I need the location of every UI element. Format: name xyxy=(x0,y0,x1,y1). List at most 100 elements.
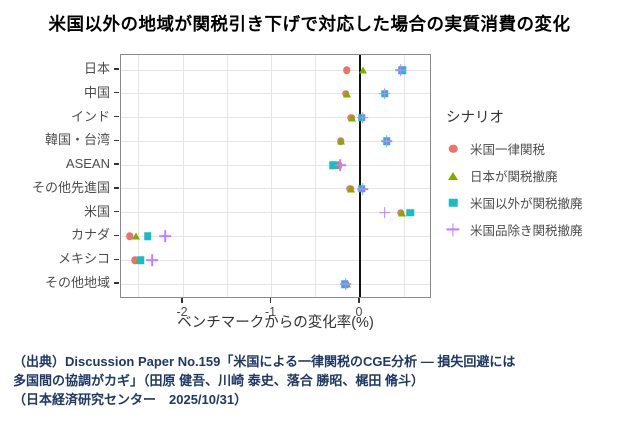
data-point-plus-icon xyxy=(356,183,369,195)
y-axis-label: カナダ xyxy=(70,227,110,243)
gridline-horizontal xyxy=(121,93,430,95)
data-point-triangle-icon xyxy=(347,185,356,193)
y-axis-tick xyxy=(114,139,119,142)
plus-v xyxy=(361,183,364,195)
chart-title: 米国以外の地域が関税引き下げで対応した場合の実質消費の変化 xyxy=(48,14,571,34)
gridline-horizontal xyxy=(121,188,430,190)
legend-item-label: 米国品除き関税撤廃 xyxy=(470,224,583,238)
y-axis-tick xyxy=(114,282,119,284)
data-point-triangle-icon xyxy=(132,232,141,240)
x-tick-label: 0 xyxy=(355,305,363,319)
legend-item-label: 日本が関税撤廃 xyxy=(470,170,558,184)
y-axis-label: 日本 xyxy=(83,61,110,76)
gridline-horizontal xyxy=(121,283,430,285)
data-point-triangle-icon xyxy=(337,137,346,145)
y-axis-tick xyxy=(114,92,119,94)
data-point-triangle-icon xyxy=(342,90,351,98)
legend-item: 日本が関税撤廃 xyxy=(444,167,583,184)
gridline-vertical xyxy=(315,55,317,297)
y-axis-tick xyxy=(114,115,119,118)
y-axis-label: その他地域 xyxy=(44,275,110,291)
gridline-vertical xyxy=(271,55,272,297)
x-axis-tick xyxy=(269,298,272,303)
data-point-square-icon xyxy=(329,161,338,169)
y-axis-label: その他先進国 xyxy=(31,179,110,195)
plus-v xyxy=(383,206,386,219)
legend-items: 米国一律関税 日本が関税撤廃米国以外が関税撤廃 米国品除き関税撤廃 xyxy=(444,140,583,238)
data-point-square-icon xyxy=(143,232,152,241)
gridline-horizontal xyxy=(121,140,430,142)
y-axis-label: インド xyxy=(70,108,110,124)
data-point-triangle-icon xyxy=(348,114,357,122)
y-axis-label: 中国 xyxy=(83,84,110,100)
gridline-horizontal xyxy=(121,259,430,261)
x-tick-label: -2 xyxy=(176,305,188,319)
legend-item-label: 米国一律関税 xyxy=(470,143,546,157)
y-axis-tick xyxy=(114,163,119,165)
legend-item: 米国一律関税 xyxy=(444,140,583,157)
y-axis-tick xyxy=(114,187,119,189)
legend-key-triangle-icon xyxy=(444,169,462,183)
x-axis-title: ベンチマークからの変化率(%) xyxy=(177,315,374,331)
plus-v xyxy=(164,230,167,243)
y-axis-label: メキシコ xyxy=(57,251,110,267)
caption-line-3: （日本経済研究センター 2025/10/31） xyxy=(13,392,248,407)
data-point-plus-icon xyxy=(378,206,391,219)
legend-item-label: 米国以外が関税撤廃 xyxy=(470,197,583,211)
legend-marker-triangle-icon xyxy=(448,171,458,180)
gridline-horizontal xyxy=(121,235,430,237)
y-axis-tick xyxy=(114,210,119,213)
y-axis-label: ASEAN xyxy=(65,156,110,172)
y-axis-label: 韓国・台湾 xyxy=(44,132,110,148)
legend-key-plus-icon xyxy=(444,222,462,237)
data-point-plus-icon xyxy=(380,135,393,148)
legend-key-circle-icon xyxy=(444,142,462,156)
data-point-plus-icon xyxy=(146,254,158,267)
gridline-horizontal xyxy=(121,117,430,119)
gridline-vertical xyxy=(403,55,405,297)
source-caption: （出典）Discussion Paper No.159「米国による一律関税のCG… xyxy=(13,352,609,409)
data-point-circle-icon xyxy=(126,232,134,241)
x-tick-label: -1 xyxy=(264,305,277,319)
gridline-horizontal xyxy=(121,69,430,71)
data-point-triangle-icon xyxy=(358,66,367,74)
caption-line-2: 多国間の協調がカギ」（田原 健吾、川崎 泰史、落合 勝昭、梶田 脩斗） xyxy=(13,373,424,388)
y-axis-tick xyxy=(114,234,119,237)
y-axis-tick xyxy=(114,68,119,70)
caption-line-1: （出典）Discussion Paper No.159「米国による一律関税のCG… xyxy=(13,354,516,369)
x-axis-tick xyxy=(181,298,183,303)
plot-panel xyxy=(120,54,431,298)
gridline-vertical xyxy=(226,55,228,297)
gridline-horizontal xyxy=(121,164,430,166)
legend-item: 米国以外が関税撤廃 xyxy=(444,194,583,211)
x-axis-tick xyxy=(358,298,360,303)
y-axis-tick xyxy=(114,258,119,260)
plus-v xyxy=(361,111,364,124)
zero-line xyxy=(359,55,361,297)
legend-key-square-icon xyxy=(444,196,462,210)
legend: シナリオ 米国一律関税 日本が関税撤廃米国以外が関税撤廃 米国品除き関税撤廃 xyxy=(444,106,583,248)
data-point-plus-icon xyxy=(394,64,407,76)
data-point-plus-icon xyxy=(378,87,391,100)
legend-marker-plus-icon xyxy=(446,222,460,237)
data-point-plus-icon xyxy=(340,278,352,290)
legend-marker-circle-icon xyxy=(448,144,458,153)
plus-v xyxy=(339,159,342,171)
gridline-vertical xyxy=(182,55,184,297)
plus-v xyxy=(151,254,153,267)
plus-v xyxy=(385,135,388,148)
legend-title: シナリオ xyxy=(446,110,504,126)
gridline-horizontal xyxy=(121,212,430,214)
data-point-square-icon xyxy=(406,208,415,217)
plus-v xyxy=(383,87,386,100)
legend-item: 米国品除き関税撤廃 xyxy=(444,221,583,238)
data-point-square-icon xyxy=(136,256,145,264)
plus-v xyxy=(399,64,402,76)
gridline-vertical xyxy=(138,55,140,297)
y-axis-label: 米国 xyxy=(83,203,110,219)
data-point-circle-icon xyxy=(342,66,351,74)
plus-v xyxy=(344,278,347,290)
data-point-plus-icon xyxy=(334,159,347,171)
data-point-triangle-icon xyxy=(398,209,407,217)
